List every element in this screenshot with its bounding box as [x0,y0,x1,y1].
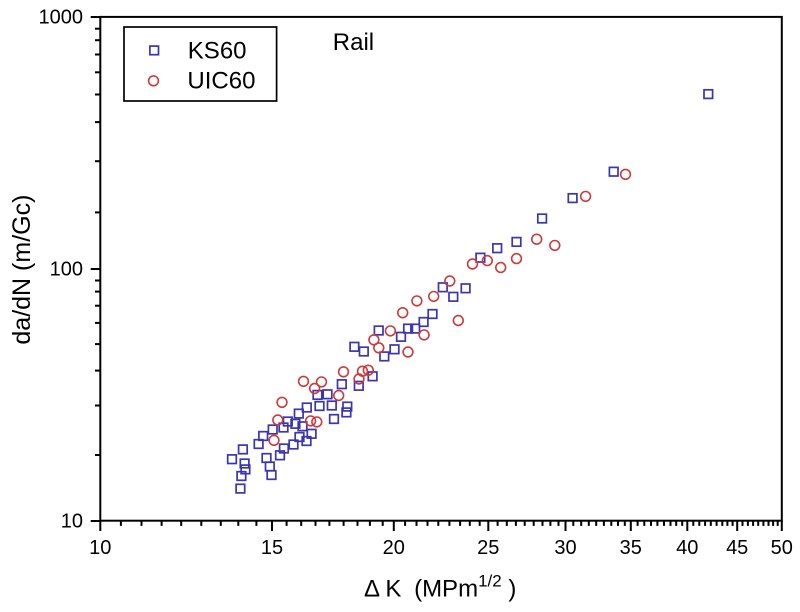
svg-text:100: 100 [50,258,83,280]
svg-text:50: 50 [771,537,793,559]
svg-text:10: 10 [89,537,111,559]
svg-text:UIC60: UIC60 [187,68,255,95]
svg-text:45: 45 [726,537,748,559]
svg-text:KS60: KS60 [188,38,247,65]
svg-text:35: 35 [620,537,642,559]
svg-text:15: 15 [261,537,283,559]
svg-text:30: 30 [554,537,576,559]
svg-text:da/dN (m/Gc): da/dN (m/Gc) [8,195,36,345]
svg-text:10: 10 [61,510,83,532]
svg-text:40: 40 [676,537,698,559]
svg-text:Rail: Rail [333,29,374,56]
svg-text:20: 20 [383,537,405,559]
svg-text:25: 25 [477,537,499,559]
svg-text:1000: 1000 [39,6,84,28]
